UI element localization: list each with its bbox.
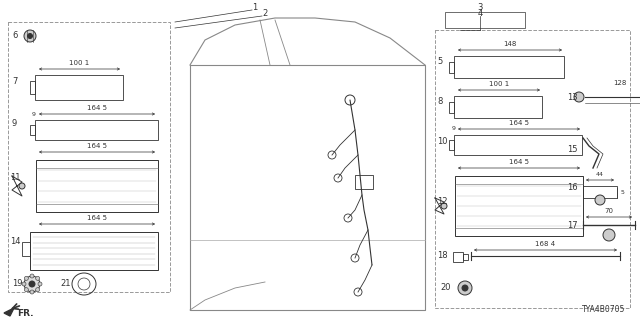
Circle shape	[22, 282, 26, 286]
Circle shape	[28, 34, 33, 38]
Text: 1: 1	[252, 4, 258, 12]
Bar	[35, 120, 158, 140]
Bar	[8, 22, 170, 292]
Text: 9: 9	[32, 111, 36, 116]
Text: 164 5: 164 5	[87, 105, 107, 111]
Circle shape	[595, 195, 605, 205]
Text: 5: 5	[437, 58, 442, 67]
Circle shape	[38, 282, 42, 286]
Text: 12: 12	[437, 197, 447, 206]
Text: 20: 20	[440, 284, 451, 292]
Circle shape	[24, 276, 40, 292]
Circle shape	[36, 276, 40, 280]
Circle shape	[458, 281, 472, 295]
Text: 4: 4	[477, 10, 483, 19]
Circle shape	[24, 276, 28, 280]
Text: 168 4: 168 4	[536, 241, 556, 247]
Bar	[22, 242, 30, 256]
Text: 14: 14	[10, 237, 20, 246]
Bar	[454, 56, 564, 78]
Text: TYA4B0705: TYA4B0705	[582, 306, 625, 315]
Bar	[30, 232, 158, 270]
Text: 164 5: 164 5	[509, 159, 529, 165]
Text: 17: 17	[567, 220, 578, 229]
Circle shape	[24, 30, 36, 42]
Text: 70: 70	[605, 208, 614, 214]
Text: FR.: FR.	[17, 308, 33, 317]
Text: 11: 11	[10, 173, 20, 182]
Circle shape	[19, 183, 25, 189]
Circle shape	[36, 288, 40, 292]
Text: 15: 15	[567, 146, 577, 155]
Text: 9: 9	[12, 119, 17, 129]
Text: 5: 5	[621, 189, 625, 195]
Text: 18: 18	[437, 252, 447, 260]
Polygon shape	[4, 308, 14, 316]
Text: 10: 10	[437, 137, 447, 146]
Text: 100 1: 100 1	[489, 81, 509, 87]
Circle shape	[30, 274, 34, 278]
Text: 19: 19	[12, 279, 22, 289]
Text: 13: 13	[567, 92, 578, 101]
Text: 9: 9	[452, 126, 456, 132]
Bar	[449, 61, 454, 73]
Text: 44: 44	[596, 172, 604, 177]
Bar	[453, 252, 463, 262]
Bar	[463, 254, 468, 260]
Bar	[455, 176, 583, 236]
Text: 3: 3	[477, 4, 483, 12]
Circle shape	[24, 288, 28, 292]
Text: 164 5: 164 5	[87, 143, 107, 149]
Text: 7: 7	[12, 77, 17, 86]
Circle shape	[30, 290, 34, 294]
Bar	[449, 101, 454, 113]
Text: 2: 2	[262, 10, 268, 19]
Bar	[435, 30, 630, 308]
Bar	[454, 135, 582, 155]
Text: 164 5: 164 5	[87, 215, 107, 221]
Bar	[36, 160, 158, 212]
Circle shape	[441, 203, 447, 209]
Text: 21: 21	[60, 279, 70, 289]
Circle shape	[29, 281, 35, 287]
Bar	[355, 175, 373, 189]
Bar	[35, 75, 123, 100]
Bar	[445, 12, 525, 28]
Bar	[454, 96, 542, 118]
Circle shape	[603, 229, 615, 241]
Bar	[30, 81, 35, 94]
Text: 148: 148	[503, 41, 516, 47]
Bar	[449, 140, 454, 150]
Text: 164 5: 164 5	[509, 120, 529, 126]
Text: 16: 16	[567, 183, 578, 193]
Circle shape	[574, 92, 584, 102]
Bar	[583, 186, 617, 198]
Text: 100 1: 100 1	[69, 60, 90, 66]
Text: 8: 8	[437, 98, 442, 107]
Circle shape	[462, 285, 468, 291]
Text: 128: 128	[613, 80, 627, 86]
Text: 6: 6	[12, 31, 17, 41]
Bar	[30, 125, 35, 135]
